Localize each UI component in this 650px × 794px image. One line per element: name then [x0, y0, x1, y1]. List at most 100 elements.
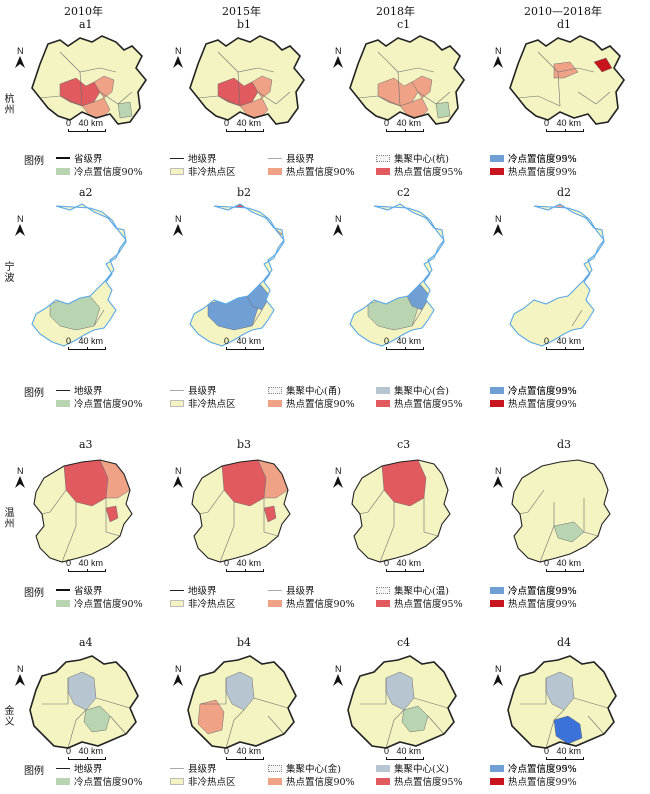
map-a3	[33, 459, 133, 563]
region-cold90	[83, 705, 111, 733]
north-arrow-icon: N	[492, 466, 506, 490]
county-boundary	[573, 697, 609, 709]
legend-item-hatch: 集聚中心(温)	[376, 584, 449, 597]
county-boundary	[105, 498, 121, 537]
map-d4	[507, 655, 617, 749]
legend-label: 地级界	[188, 154, 217, 165]
column-header-2010-2018: 2010—2018年	[524, 5, 602, 18]
scale-bar: 0 40 km	[544, 558, 584, 572]
legend-item-cold95: 冷点置信度95%	[490, 152, 577, 165]
legend-label: 热点置信度95%	[394, 777, 463, 788]
legend-label: 集聚中心(金)	[286, 764, 341, 775]
panel-label-c1: c1	[397, 18, 411, 31]
county-boundary	[571, 309, 583, 327]
panel-label-a3: a3	[79, 438, 93, 451]
legend-label: 集聚中心(合)	[394, 386, 449, 397]
legend-item-line3: 县级界	[170, 384, 217, 397]
legend-item-hot95: 热点置信度95%	[376, 775, 463, 788]
legend-item-hot99: 热点置信度99%	[490, 597, 577, 610]
legend-label: 集聚中心(甬)	[286, 386, 341, 397]
north-arrow-icon: N	[492, 214, 506, 238]
scale-bar: 0 40 km	[384, 118, 424, 132]
map-d3	[511, 459, 611, 563]
legend-item-none: 非冷热点区	[170, 597, 236, 610]
panel-label-b4: b4	[237, 636, 252, 649]
legend-item-hot90: 热点置信度90%	[268, 165, 355, 178]
panel-label-c2: c2	[397, 186, 411, 199]
legend-item-hatch: 集聚中心(甬)	[268, 384, 341, 397]
city-boundary	[507, 655, 617, 749]
county-boundary	[363, 277, 405, 291]
region-center	[67, 671, 97, 711]
legend-item-line2: 地级界	[56, 762, 103, 775]
county-boundary	[59, 51, 117, 73]
region-cold90	[401, 705, 429, 733]
county-boundary	[99, 91, 133, 105]
panel-label-a4: a4	[79, 636, 93, 649]
legend-item-cold90: 冷点置信度90%	[56, 597, 143, 610]
legend-item-hatch: 集聚中心(金)	[268, 762, 341, 775]
legend-label: 冷点置信度99%	[508, 386, 577, 397]
legend-label: 非冷热点区	[188, 599, 236, 610]
legend-item-cold95: 冷点置信度95%	[490, 384, 577, 397]
county-boundary	[379, 502, 395, 562]
region-base	[510, 204, 604, 346]
legend-label: 热点置信度90%	[286, 777, 355, 788]
legend-item-line2: 地级界	[56, 384, 103, 397]
legend-label: 地级界	[74, 764, 103, 775]
panel-label-a1: a1	[79, 18, 93, 31]
county-boundary	[520, 678, 547, 705]
county-boundary	[251, 309, 263, 327]
region-base	[510, 36, 624, 124]
region-center	[545, 671, 575, 711]
legend-label: 热点置信度90%	[286, 599, 355, 610]
north-arrow-icon: N	[14, 46, 28, 70]
legend-label: 非冷热点区	[188, 777, 236, 788]
map-b4	[187, 655, 297, 749]
county-boundary	[411, 309, 423, 327]
county-boundary	[65, 221, 113, 245]
map-d1	[509, 35, 625, 125]
legend-label: 冷点置信度90%	[74, 399, 143, 410]
legend-item-hot99: 热点置信度99%	[490, 775, 577, 788]
county-boundary	[357, 95, 401, 107]
county-boundary	[587, 715, 605, 735]
county-boundary	[417, 91, 451, 105]
city-label-hangzhou: 杭州	[4, 94, 15, 116]
county-boundary	[577, 91, 611, 105]
city-boundary	[509, 35, 625, 125]
panel-label-a2: a2	[79, 186, 93, 199]
panel-label-d4: d4	[557, 636, 572, 649]
scale-bar: 0 40 km	[224, 746, 264, 760]
column-header-2015: 2015年	[222, 5, 261, 18]
legend-item-cold90: 冷点置信度90%	[56, 397, 143, 410]
legend-label: 冷点置信度95%	[508, 586, 577, 597]
county-boundary	[41, 489, 67, 515]
legend-item-center: 集聚中心(义)	[376, 762, 449, 775]
region-base	[350, 36, 464, 124]
north-arrow-icon: N	[172, 664, 186, 688]
legend-item-hot90: 热点置信度90%	[268, 397, 355, 410]
legend-item-none: 非冷热点区	[170, 775, 236, 788]
legend-item-cold95: 冷点置信度95%	[490, 584, 577, 597]
scale-bar: 0 40 km	[66, 336, 106, 350]
region-cold99	[553, 715, 583, 745]
map-d2	[509, 203, 605, 347]
panel-label-d1: d1	[557, 18, 572, 31]
county-boundary	[199, 489, 225, 515]
region-cold90	[435, 101, 451, 119]
north-arrow-icon: N	[14, 214, 28, 238]
legend-label: 热点置信度99%	[508, 167, 577, 178]
region-base	[512, 460, 610, 562]
map-c3	[351, 459, 451, 563]
legend-item-line3: 县级界	[170, 762, 217, 775]
county-boundary	[397, 71, 401, 107]
legend-item-hot99: 热点置信度99%	[490, 397, 577, 410]
legend-label: 省级界	[74, 586, 103, 597]
legend-label: 冷点置信度90%	[74, 167, 143, 178]
legend-label: 热点置信度90%	[286, 399, 355, 410]
county-boundary	[200, 678, 227, 705]
city-label-ningbo: 宁波	[4, 262, 15, 284]
north-arrow-icon: N	[332, 46, 346, 70]
legend-label: 省级界	[74, 154, 103, 165]
